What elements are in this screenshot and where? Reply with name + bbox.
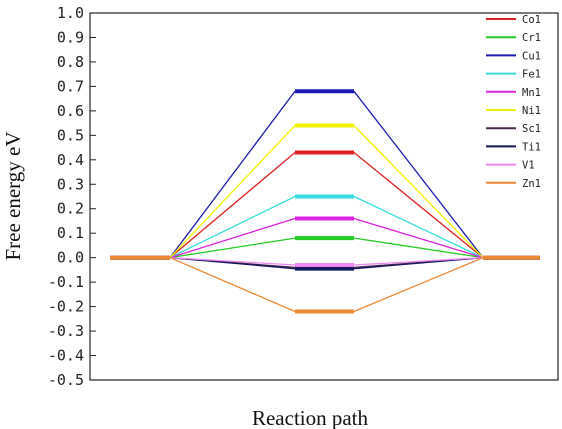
y-tick-label: -0.4: [48, 347, 84, 365]
legend-label-v1: V1: [522, 160, 535, 172]
legend-label-mn1: Mn1: [522, 87, 541, 99]
plot-frame: [89, 12, 559, 381]
connector-v1: [169, 257, 296, 266]
y-tick-label: -0.3: [48, 322, 84, 340]
legend-label-cr1: Cr1: [522, 32, 541, 44]
y-tick-label: 0.3: [57, 175, 84, 193]
y-tick-label: 0.9: [57, 28, 84, 46]
y-tick-label: 0.8: [57, 53, 84, 71]
series-co1: [110, 150, 540, 260]
connector-fe1: [353, 195, 484, 259]
legend-label-ni1: Ni1: [522, 105, 541, 117]
legend-label-sc1: Sc1: [522, 123, 541, 135]
y-tick-label: 0.0: [57, 249, 84, 267]
connector-cu1: [169, 90, 296, 259]
series-layer: [110, 89, 540, 314]
series-cu1: [110, 89, 540, 260]
legend-label-ti1: Ti1: [522, 141, 541, 153]
legend-label-co1: Co1: [522, 14, 541, 26]
connector-mn1: [353, 217, 484, 259]
y-tick-label: 0.1: [57, 224, 84, 242]
y-tick-label: 0.4: [57, 151, 84, 169]
connector-ni1: [169, 125, 296, 259]
connector-cu1: [353, 90, 484, 259]
connector-co1: [169, 151, 296, 259]
y-tick-label: 0.2: [57, 200, 84, 218]
y-tick-label: -0.1: [48, 273, 84, 291]
y-tick-label: 1.0: [57, 4, 84, 22]
connector-zn1: [353, 257, 484, 313]
y-tick-label: -0.2: [48, 298, 84, 316]
y-axis-ticks: 1.0 0.9 0.8 0.7 0.6 0.5 0.4 0.3 0.2 0.1 0.0 -0.1 -0.…: [48, 4, 96, 389]
connector-cr1: [169, 237, 296, 259]
y-tick-label: 0.6: [57, 102, 84, 120]
connector-v1: [353, 257, 484, 266]
y-tick-label: 0.7: [57, 77, 84, 95]
connector-cr1: [353, 237, 484, 259]
connector-co1: [353, 151, 484, 259]
legend-label-fe1: Fe1: [522, 69, 541, 81]
legend-label-cu1: Cu1: [522, 50, 541, 62]
connector-ni1: [353, 125, 484, 259]
x-axis-label: Reaction path: [252, 406, 369, 429]
legend-label-zn1: Zn1: [522, 178, 541, 190]
y-tick-label: 0.5: [57, 126, 84, 144]
y-axis-label: Free energy eV: [1, 131, 25, 260]
y-tick-label: -0.5: [48, 371, 84, 389]
legend: Co1 Cr1 Cu1 Fe1 Mn1 Ni1 Sc1 Ti1 V1 Zn1: [486, 14, 541, 190]
series-zn1: [110, 255, 540, 314]
connector-fe1: [169, 195, 296, 259]
connector-zn1: [169, 257, 296, 313]
connector-mn1: [169, 217, 296, 259]
